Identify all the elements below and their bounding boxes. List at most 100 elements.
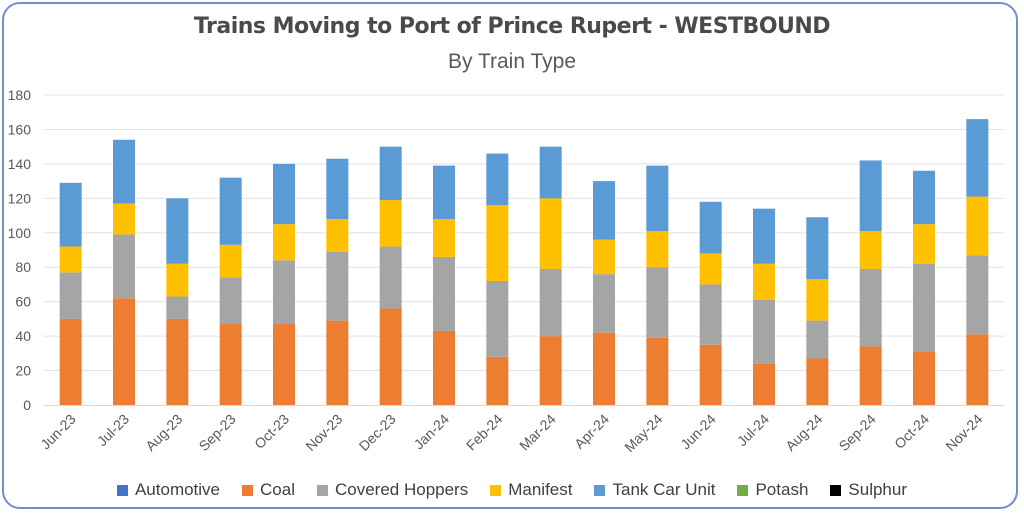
bar-segment: [219, 177, 242, 245]
bar-segment: [433, 330, 455, 405]
bar-segment: [913, 263, 935, 352]
legend-item: Coal: [242, 480, 295, 500]
x-tick-label: May-24: [621, 411, 665, 455]
bar-segment: [273, 163, 295, 225]
bar-segment: [273, 324, 295, 405]
x-tick-label: Aug-24: [782, 411, 825, 454]
bar-stack: [326, 158, 349, 405]
legend-label: Covered Hoppers: [334, 480, 469, 499]
x-tick-label: Nov-23: [302, 411, 345, 454]
x-tick-label: Jun-24: [677, 411, 719, 453]
legend-label: Potash: [755, 480, 809, 499]
bar-stack: [913, 170, 935, 405]
y-tick-label: 40: [15, 328, 31, 344]
bar-segment: [433, 256, 455, 331]
legend-label: Manifest: [508, 480, 573, 499]
bar-stack: [273, 163, 295, 405]
bar-stack: [753, 208, 775, 405]
y-tick-label: 180: [8, 87, 32, 103]
y-tick-label: 80: [15, 259, 31, 275]
bar-segment: [379, 200, 402, 247]
bar-stack: [379, 146, 402, 405]
bar-stack: [59, 182, 82, 405]
x-tick-label: Sep-23: [196, 411, 239, 454]
bar-segment: [646, 267, 669, 338]
bar-segment: [699, 201, 722, 254]
bar-stack: [486, 153, 509, 405]
bar-segment: [166, 296, 189, 319]
bar-segment: [646, 231, 669, 268]
bar-segment: [753, 299, 775, 364]
legend-label: Automotive: [134, 480, 221, 499]
bar-segment: [379, 308, 402, 405]
legend-swatch: [242, 484, 254, 496]
bar-segment: [113, 298, 135, 405]
legend-swatch: [490, 484, 502, 496]
legend: Automotive Coal Covered Hoppers Manifest Tan…: [0, 480, 1024, 500]
bar-segment: [593, 239, 615, 275]
bar-segment: [859, 231, 882, 269]
bar-segment: [486, 153, 509, 206]
bar-segment: [699, 284, 722, 345]
bar-segment: [593, 332, 615, 405]
bar-segment: [593, 274, 615, 333]
x-tick-label: Aug-23: [142, 411, 185, 454]
y-tick-label: 100: [8, 225, 32, 241]
bar-segment: [326, 158, 349, 219]
legend-item: Covered Hoppers: [316, 480, 469, 500]
bar-stacks: [59, 119, 989, 405]
bar-segment: [326, 219, 349, 252]
bar-segment: [433, 165, 455, 219]
bar-segment: [166, 263, 189, 297]
legend-item: Potash: [737, 480, 808, 500]
bar-segment: [913, 224, 935, 264]
bar-segment: [966, 119, 989, 197]
bar-stack: [859, 160, 882, 405]
bar-segment: [806, 320, 829, 359]
bar-segment: [966, 255, 989, 335]
legend-swatch: [830, 484, 842, 496]
x-tick-label: Oct-24: [891, 411, 932, 452]
bar-segment: [966, 196, 989, 256]
y-tick-label: 160: [8, 121, 32, 137]
x-tick-label: Apr-24: [571, 411, 612, 452]
bar-segment: [59, 246, 82, 273]
bar-segment: [326, 251, 349, 321]
bar-segment: [806, 279, 829, 321]
bar-stack: [219, 177, 242, 405]
legend-item: Manifest: [490, 480, 572, 500]
x-tick-label: Jul-23: [94, 411, 132, 449]
bar-stack: [539, 146, 562, 405]
x-tick-label: Oct-23: [251, 411, 292, 452]
bar-segment: [859, 346, 882, 405]
bar-segment: [539, 336, 562, 405]
y-tick-label: 140: [8, 156, 32, 172]
bar-segment: [753, 363, 775, 405]
x-tick-label: Jun-23: [37, 411, 79, 453]
bar-segment: [113, 139, 135, 204]
gridlines: [44, 94, 1004, 372]
bar-segment: [326, 320, 349, 405]
legend-swatch: [594, 484, 606, 496]
bar-segment: [379, 146, 402, 201]
x-axis-ticks: Jun-23 Jul-23 Aug-23 Sep-23 Oct-23 Nov-23 Dec-…: [37, 411, 985, 455]
bar-segment: [166, 318, 189, 405]
bar-segment: [806, 217, 829, 280]
bar-segment: [593, 181, 615, 240]
bar-segment: [486, 356, 509, 405]
bar-segment: [219, 244, 242, 278]
bar-stack: [806, 217, 829, 405]
bar-segment: [486, 281, 509, 357]
legend-item: Automotive: [116, 480, 221, 500]
legend-label: Sulphur: [848, 480, 908, 499]
legend-label: Tank Car Unit: [612, 480, 716, 499]
bar-segment: [539, 268, 562, 337]
bar-segment: [273, 224, 295, 261]
bar-segment: [699, 253, 722, 285]
bar-segment: [219, 277, 242, 325]
legend-swatch: [116, 484, 128, 496]
bar-segment: [753, 263, 775, 300]
x-tick-label: Dec-23: [356, 411, 399, 454]
bar-segment: [433, 219, 455, 257]
